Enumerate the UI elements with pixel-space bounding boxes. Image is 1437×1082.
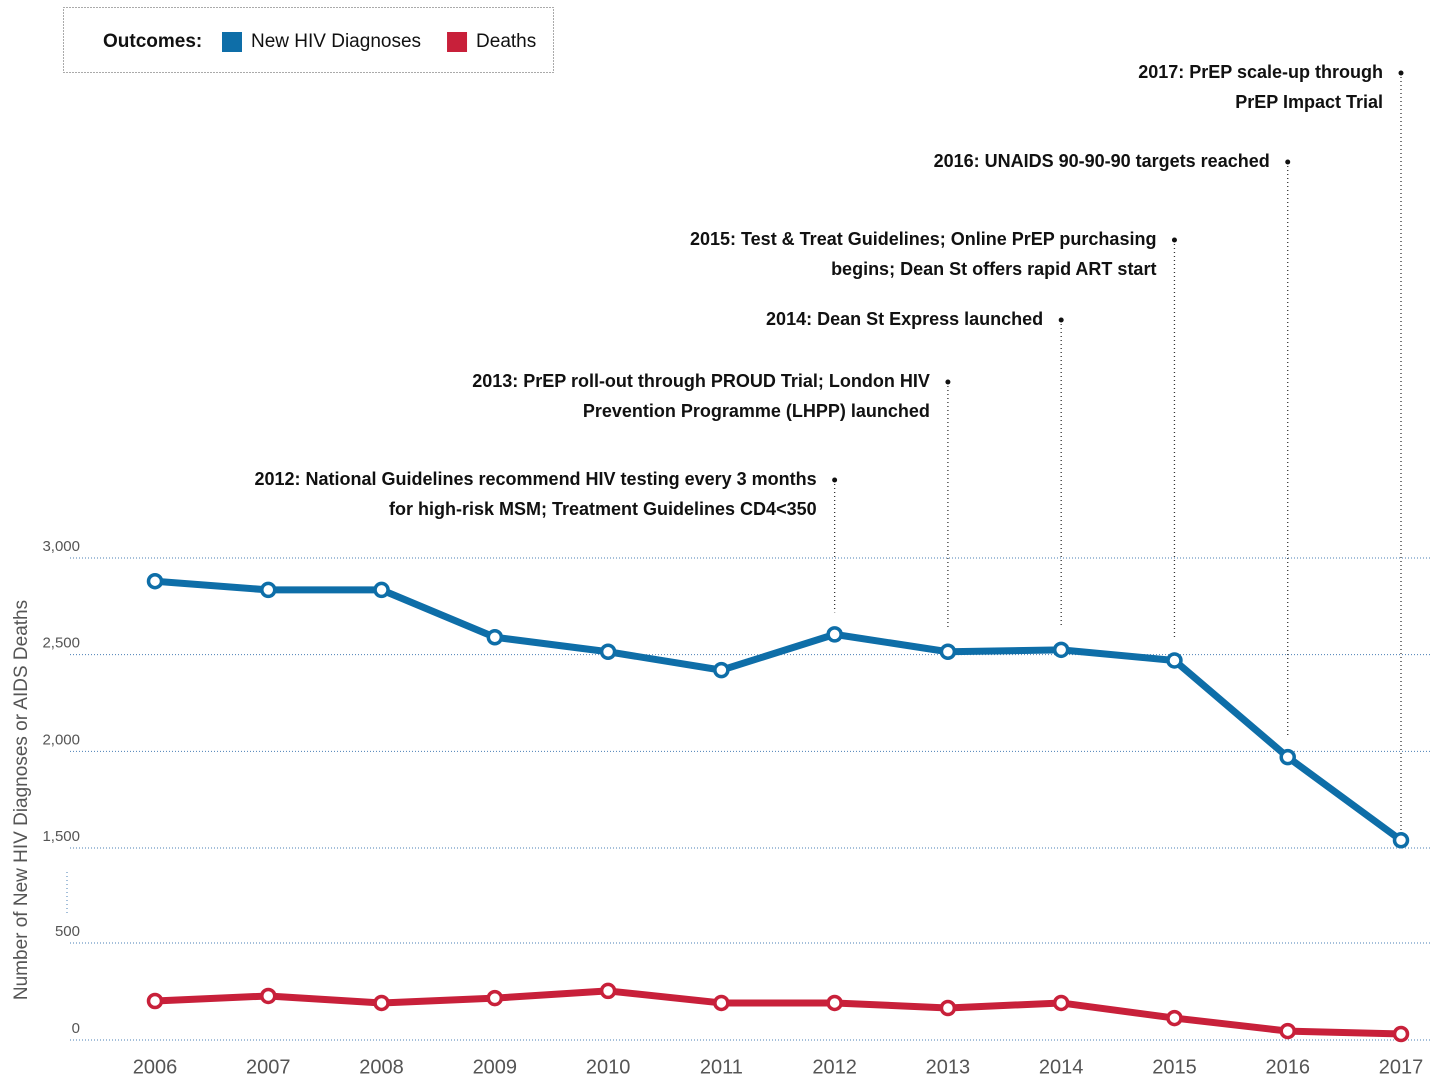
annotation-text: Prevention Programme (LHPP) launched xyxy=(583,401,930,421)
y-tick-label: 500 xyxy=(55,923,80,940)
annotation-text: 2013: PrEP roll-out through PROUD Trial;… xyxy=(472,371,930,391)
annotation-text: 2016: UNAIDS 90-90-90 targets reached xyxy=(934,151,1270,171)
annotation-text: begins; Dean St offers rapid ART start xyxy=(831,259,1156,279)
y-tick-label: 0 xyxy=(72,1020,80,1037)
data-point xyxy=(1166,652,1183,669)
series-line xyxy=(154,987,1402,1038)
data-point xyxy=(373,581,390,599)
data-point xyxy=(1392,1025,1410,1043)
annotation-dot xyxy=(1058,317,1064,323)
annotation-dot xyxy=(1398,70,1404,76)
legend-label: Deaths xyxy=(476,31,536,52)
x-tick-label: 2016 xyxy=(1265,1056,1310,1078)
data-point xyxy=(1052,641,1070,659)
x-tick-label: 2017 xyxy=(1379,1056,1424,1078)
data-point xyxy=(146,992,164,1010)
x-tick-label: 2014 xyxy=(1039,1056,1084,1078)
series-line xyxy=(154,577,1404,844)
data-point xyxy=(713,994,730,1012)
annotation-text: 2015: Test & Treat Guidelines; Online Pr… xyxy=(690,229,1156,249)
y-tick-label: 1,500 xyxy=(42,828,80,845)
x-tick-label: 2008 xyxy=(359,1056,404,1078)
legend-swatch xyxy=(222,32,242,52)
legend-label: New HIV Diagnoses xyxy=(251,31,421,52)
annotation-dot xyxy=(945,379,951,385)
x-tick-label: 2011 xyxy=(700,1056,743,1078)
data-point xyxy=(146,572,164,590)
data-point xyxy=(599,643,617,661)
annotation-text: 2017: PrEP scale-up through xyxy=(1138,62,1383,82)
data-point xyxy=(1392,832,1410,849)
data-point xyxy=(826,626,843,643)
data-point xyxy=(486,629,504,646)
x-tick-label: 2010 xyxy=(586,1056,631,1078)
data-point xyxy=(486,989,504,1007)
x-tick-label: 2015 xyxy=(1152,1056,1197,1078)
annotation-dot xyxy=(1171,237,1177,243)
data-point xyxy=(939,643,957,661)
data-point xyxy=(713,661,730,679)
y-tick-label: 2,500 xyxy=(42,635,80,652)
x-tick-label: 2012 xyxy=(812,1056,857,1078)
data-point xyxy=(260,987,277,1005)
y-tick-label: 2,000 xyxy=(42,731,80,748)
x-tick-label: 2007 xyxy=(246,1056,291,1078)
data-point xyxy=(1166,1009,1183,1027)
data-point xyxy=(1052,994,1070,1012)
y-axis-label: Number of New HIV Diagnoses or AIDS Deat… xyxy=(11,600,32,1000)
x-tick-label: 2006 xyxy=(133,1056,178,1078)
annotation-dot xyxy=(832,477,838,483)
annotation-text: for high-risk MSM; Treatment Guidelines … xyxy=(389,499,817,519)
annotation-dot xyxy=(1285,159,1291,165)
annotation-text: PrEP Impact Trial xyxy=(1235,92,1383,112)
annotation-text: 2012: National Guidelines recommend HIV … xyxy=(254,469,816,489)
x-tick-label: 2009 xyxy=(473,1056,518,1078)
data-point xyxy=(939,999,957,1017)
legend-box xyxy=(63,7,554,73)
data-point xyxy=(373,994,390,1012)
legend-swatch xyxy=(447,32,468,52)
data-point xyxy=(826,994,843,1012)
x-tick-label: 2013 xyxy=(926,1056,971,1078)
annotation-text: 2014: Dean St Express launched xyxy=(766,309,1043,329)
data-point xyxy=(599,982,617,1000)
data-point xyxy=(1279,748,1296,766)
y-tick-label: 3,000 xyxy=(42,538,80,555)
data-point xyxy=(260,581,277,599)
data-point xyxy=(1279,1022,1296,1040)
legend-title: Outcomes: xyxy=(103,31,202,52)
